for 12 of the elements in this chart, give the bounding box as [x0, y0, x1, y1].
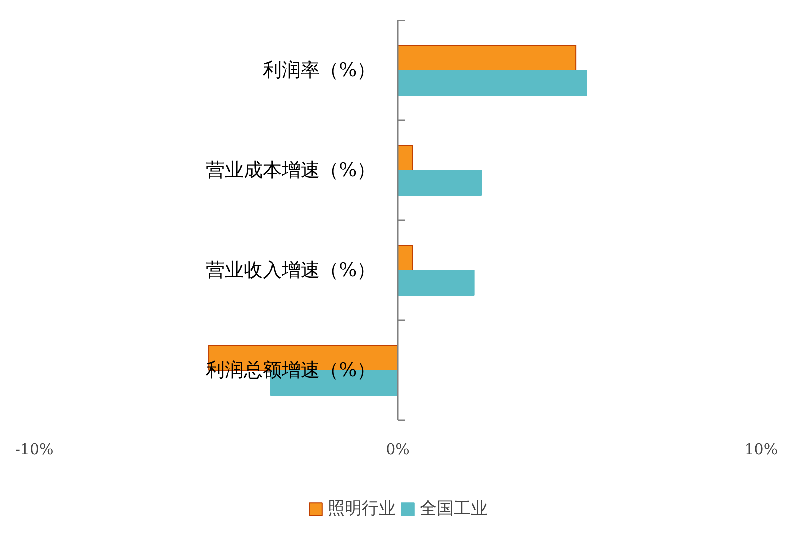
legend-label: 照明行业 [328, 498, 396, 520]
x-tick-label: -10% [15, 440, 54, 458]
bar [398, 270, 475, 296]
y-tick-label: 营业收入增速（%） [206, 260, 376, 282]
y-tick-label: 利润率（%） [263, 60, 376, 82]
bar [398, 170, 482, 196]
y-tick-label: 营业成本增速（%） [206, 160, 376, 182]
x-tick-label: 10% [744, 440, 778, 458]
x-tick-label: 0% [386, 440, 410, 458]
legend-label: 全国工业 [420, 498, 488, 520]
bar [398, 45, 577, 71]
bar [398, 70, 588, 96]
